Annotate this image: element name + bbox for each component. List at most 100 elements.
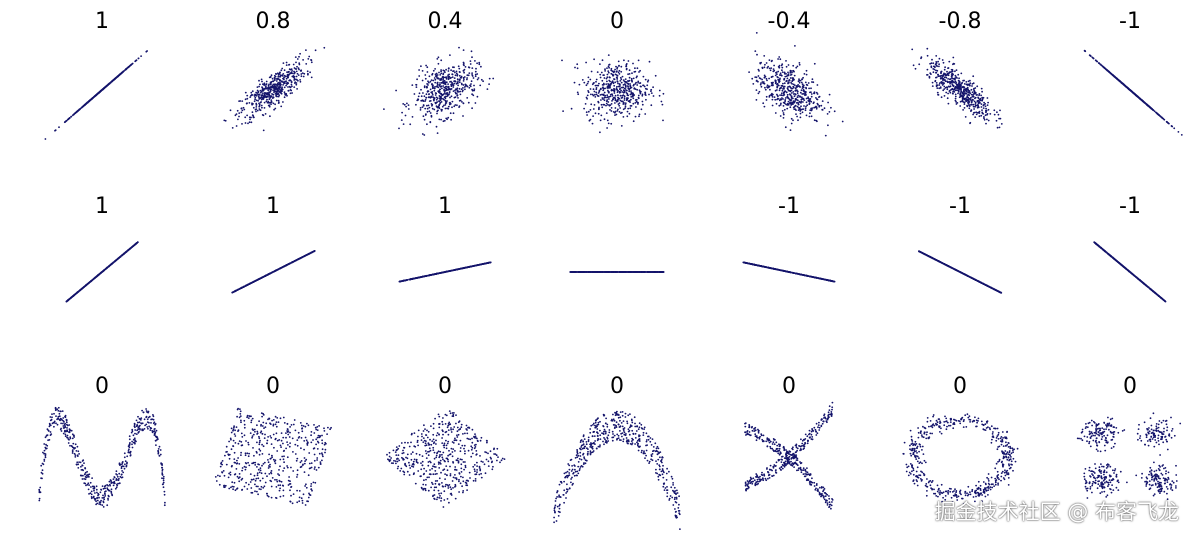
data-point [461, 83, 463, 86]
data-point [428, 106, 431, 109]
data-point [422, 92, 424, 94]
data-point [446, 91, 448, 94]
data-point [454, 71, 456, 74]
data-point [826, 113, 829, 115]
data-point [982, 107, 985, 109]
data-point [450, 69, 452, 72]
data-point [607, 71, 610, 74]
data-point [935, 71, 937, 74]
data-point [468, 86, 471, 89]
data-point [442, 69, 445, 72]
data-point [75, 292, 78, 295]
data-point [1166, 121, 1169, 124]
data-point [104, 268, 107, 270]
data-point [281, 67, 284, 70]
data-point [442, 85, 445, 87]
data-point [224, 119, 227, 122]
data-point [471, 56, 473, 59]
data-point [930, 62, 933, 65]
data-point [996, 111, 998, 114]
data-point [612, 81, 614, 84]
data-point [44, 138, 47, 140]
data-point [789, 129, 792, 132]
data-point [273, 89, 276, 92]
data-point [999, 109, 1001, 112]
data-point [436, 132, 439, 135]
data-point [928, 76, 931, 79]
data-point [755, 89, 758, 91]
data-point [238, 115, 240, 118]
data-point [609, 104, 612, 106]
data-point [781, 89, 784, 92]
data-point [594, 96, 597, 98]
data-point [609, 80, 611, 83]
data-point [439, 82, 441, 84]
data-point [791, 101, 793, 104]
data-point [586, 114, 588, 116]
data-point [586, 82, 589, 85]
data-point [246, 94, 249, 97]
data-point [460, 88, 463, 91]
data-point [297, 79, 299, 82]
data-point [261, 80, 263, 83]
data-point [259, 101, 262, 104]
data-point [628, 73, 631, 75]
data-point [277, 102, 280, 104]
data-point [267, 273, 269, 276]
data-point [140, 55, 143, 57]
data-point [645, 98, 647, 101]
data-point [455, 82, 458, 85]
data-point [777, 79, 780, 81]
data-point [816, 84, 819, 86]
data-point [250, 94, 252, 97]
data-point [270, 100, 273, 103]
data-point [789, 101, 791, 104]
data-point [134, 243, 136, 246]
data-point [636, 75, 638, 78]
data-point [628, 90, 631, 93]
data-point [1098, 62, 1101, 65]
data-point [607, 70, 610, 72]
data-point [458, 74, 461, 77]
data-point [261, 114, 264, 116]
data-point [1101, 65, 1104, 68]
data-point [443, 83, 446, 85]
data-point [444, 97, 447, 100]
data-point [966, 86, 969, 89]
data-point [770, 94, 773, 97]
data-point [418, 92, 421, 95]
data-point [938, 87, 941, 90]
data-point [606, 99, 609, 101]
data-point [786, 77, 789, 80]
data-point [789, 86, 792, 89]
data-point [935, 55, 938, 57]
data-point [607, 89, 609, 92]
data-point [595, 93, 598, 96]
data-point [253, 280, 256, 283]
data-point [957, 79, 960, 82]
data-point [767, 86, 770, 89]
data-point [629, 93, 632, 96]
data-point [768, 59, 771, 61]
data-point [783, 82, 786, 85]
data-point [276, 88, 278, 91]
data-point [972, 95, 975, 98]
data-point [463, 76, 466, 78]
data-point [489, 261, 492, 264]
data-point [632, 97, 635, 100]
data-point [949, 85, 952, 88]
data-point [462, 63, 465, 66]
data-point [462, 115, 464, 117]
data-point [954, 93, 957, 96]
data-point [935, 82, 938, 84]
data-point [435, 98, 438, 101]
data-point [634, 88, 637, 90]
data-point [253, 95, 256, 97]
data-point [644, 91, 647, 94]
data-point [298, 68, 300, 71]
data-point [627, 85, 629, 87]
data-point [797, 103, 800, 106]
data-point [625, 65, 628, 67]
data-point [419, 107, 422, 109]
data-point [779, 72, 782, 75]
